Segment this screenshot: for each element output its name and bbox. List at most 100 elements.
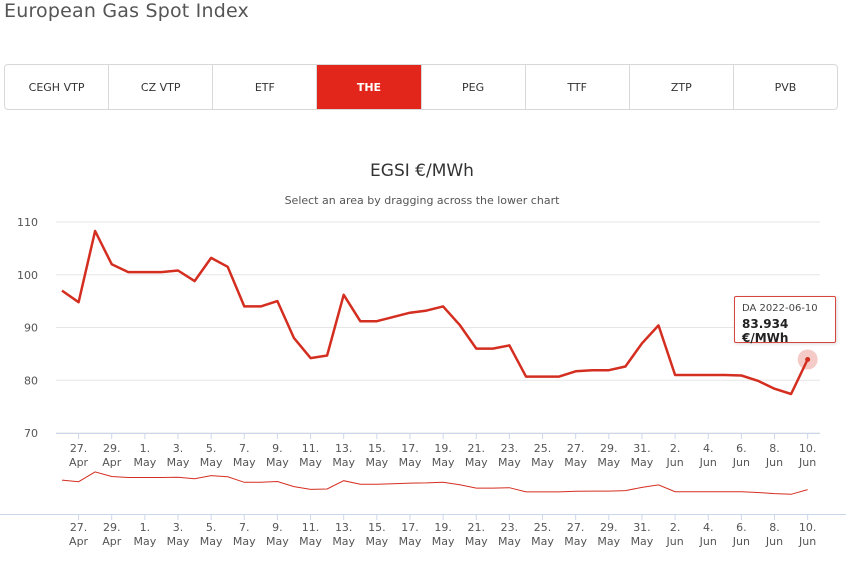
x-tick-day: 9. xyxy=(272,442,283,455)
tab-peg[interactable]: PEG xyxy=(422,65,526,109)
x-tick-day: 19. xyxy=(434,521,452,534)
x-tick-day: 27. xyxy=(567,521,585,534)
x-tick-day: 11. xyxy=(302,521,320,534)
x-tick-month: May xyxy=(564,535,587,548)
x-tick-day: 21. xyxy=(468,521,486,534)
x-tick-month: May xyxy=(365,456,388,469)
x-tick-day: 29. xyxy=(103,521,121,534)
x-tick-month: May xyxy=(200,535,223,548)
x-tick-day: 17. xyxy=(401,442,419,455)
x-tick-month: May xyxy=(299,456,322,469)
x-tick-day: 9. xyxy=(272,521,283,534)
x-tick-month: May xyxy=(531,456,554,469)
hover-point[interactable] xyxy=(805,356,811,362)
x-tick-day: 7. xyxy=(239,521,250,534)
x-tick-month: May xyxy=(399,456,422,469)
x-tick-day: 23. xyxy=(501,442,519,455)
y-tick-label: 70 xyxy=(24,427,38,440)
x-tick-day: 25. xyxy=(534,521,552,534)
x-tick-month: May xyxy=(299,535,322,548)
x-tick-month: Jun xyxy=(732,456,750,469)
x-tick-day: 25. xyxy=(534,442,552,455)
data-tooltip: DA 2022-06-10 83.934 €/MWh xyxy=(734,296,836,345)
tab-cz-vtp[interactable]: CZ VTP xyxy=(109,65,214,109)
tab-etf[interactable]: ETF xyxy=(213,65,318,109)
x-tick-day: 5. xyxy=(206,521,217,534)
x-tick-day: 15. xyxy=(368,442,386,455)
x-tick-day: 29. xyxy=(600,521,618,534)
tab-ztp[interactable]: ZTP xyxy=(630,65,734,109)
y-tick-label: 100 xyxy=(17,269,38,282)
x-tick-day: 10. xyxy=(799,442,817,455)
x-tick-month: May xyxy=(266,456,289,469)
x-tick-month: May xyxy=(133,535,156,548)
x-tick-day: 19. xyxy=(434,442,452,455)
market-tabs: CEGH VTP CZ VTP ETF THE PEG TTF ZTP PVB xyxy=(4,64,838,110)
tab-cegh-vtp[interactable]: CEGH VTP xyxy=(5,65,110,109)
main-series xyxy=(61,229,818,396)
x-tick-day: 2. xyxy=(670,521,681,534)
x-tick-month: Jun xyxy=(699,535,717,548)
x-tick-day: 21. xyxy=(468,442,486,455)
x-tick-month: May xyxy=(631,535,654,548)
navigator-x-axis: 27.Apr29.Apr1.May3.May5.May7.May9.May11.… xyxy=(69,514,816,548)
x-tick-day: 29. xyxy=(600,442,618,455)
x-tick-month: May xyxy=(498,535,521,548)
x-tick-day: 8. xyxy=(769,442,780,455)
x-tick-day: 27. xyxy=(567,442,585,455)
x-tick-month: May xyxy=(498,456,521,469)
x-tick-month: May xyxy=(432,535,455,548)
navigator-series xyxy=(61,471,808,495)
tooltip-value: 83.934 €/MWh xyxy=(742,317,789,345)
x-tick-month: May xyxy=(564,456,587,469)
x-tick-day: 6. xyxy=(736,442,747,455)
x-tick-month: May xyxy=(399,535,422,548)
page-title: European Gas Spot Index xyxy=(4,0,249,22)
x-tick-month: May xyxy=(365,535,388,548)
x-tick-day: 7. xyxy=(239,442,250,455)
y-tick-label: 90 xyxy=(24,322,38,335)
x-tick-day: 1. xyxy=(140,521,151,534)
x-tick-day: 31. xyxy=(633,521,651,534)
x-tick-month: May xyxy=(167,535,190,548)
x-tick-month: Jun xyxy=(699,456,717,469)
tab-the[interactable]: THE xyxy=(317,65,422,109)
x-tick-day: 2. xyxy=(670,442,681,455)
tab-pvb[interactable]: PVB xyxy=(774,80,797,94)
x-tick-day: 13. xyxy=(335,442,353,455)
x-tick-day: 3. xyxy=(173,442,184,455)
x-tick-month: Jun xyxy=(665,456,683,469)
x-tick-day: 17. xyxy=(401,521,419,534)
tab-ttf[interactable]: TTF xyxy=(526,65,630,109)
x-tick-day: 5. xyxy=(206,442,217,455)
x-tick-day: 4. xyxy=(703,442,714,455)
x-tick-month: Jun xyxy=(798,456,816,469)
x-tick-month: May xyxy=(266,535,289,548)
y-tick-label: 80 xyxy=(24,374,38,387)
x-tick-month: Jun xyxy=(765,456,783,469)
y-grid xyxy=(56,221,820,434)
navigator[interactable] xyxy=(0,471,846,515)
x-tick-month: Apr xyxy=(69,535,89,548)
x-tick-month: May xyxy=(597,535,620,548)
x-tick-month: May xyxy=(167,456,190,469)
x-tick-month: May xyxy=(465,535,488,548)
x-tick-day: 8. xyxy=(769,521,780,534)
x-tick-day: 10. xyxy=(799,521,817,534)
x-tick-day: 31. xyxy=(633,442,651,455)
x-tick-month: Jun xyxy=(765,535,783,548)
x-tick-month: May xyxy=(432,456,455,469)
x-tick-day: 3. xyxy=(173,521,184,534)
x-tick-day: 15. xyxy=(368,521,386,534)
x-tick-day: 11. xyxy=(302,442,320,455)
x-tick-day: 29. xyxy=(103,442,121,455)
x-tick-month: Apr xyxy=(102,535,122,548)
x-tick-month: May xyxy=(465,456,488,469)
x-tick-month: May xyxy=(200,456,223,469)
x-tick-month: May xyxy=(531,535,554,548)
x-tick-month: May xyxy=(631,456,654,469)
x-tick-month: Apr xyxy=(69,456,89,469)
x-tick-month: May xyxy=(332,456,355,469)
x-tick-day: 6. xyxy=(736,521,747,534)
